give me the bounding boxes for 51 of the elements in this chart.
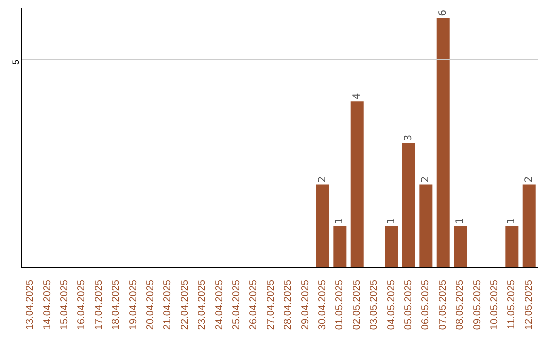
data-label: 4 [352,93,363,100]
x-tick-label: 13.04.2025 [25,280,36,330]
x-tick-label: 26.04.2025 [248,280,260,330]
x-tick-label: 30.04.2025 [318,280,328,330]
bar [385,226,398,268]
bar [402,143,416,268]
x-tick-label: 16.04.2025 [76,280,88,330]
data-label: 2 [420,176,432,183]
bar [436,18,450,268]
x-tick-label: 24.04.2025 [214,280,226,330]
data-label: 1 [455,218,466,224]
data-label: 2 [524,176,535,183]
bar [454,226,468,268]
x-tick-label: 04.05.2025 [386,280,398,330]
data-label: 3 [403,134,414,142]
bar [522,184,536,268]
x-tick-label: 28.04.2025 [283,280,294,330]
x-tick-label: 22.04.2025 [180,280,191,330]
bar [316,184,330,268]
x-tick-label: 05.05.2025 [404,280,414,330]
x-tick-label: 21.04.2025 [162,280,174,330]
x-tick-label: 23.04.2025 [197,280,208,330]
data-label: 6 [438,10,449,16]
x-tick-label: 03.05.2025 [369,280,380,330]
x-tick-label: 20.04.2025 [146,280,156,330]
x-tick-label: 14.04.2025 [42,280,54,330]
data-label: 2 [317,176,328,183]
x-tick-label: 25.04.2025 [232,280,242,330]
bar [420,184,433,268]
ref-line-label: 5 [11,60,22,66]
data-label: 1 [386,218,398,224]
x-tick-label: 10.05.2025 [490,280,500,330]
data-label: 1 [334,218,346,224]
bar [334,226,347,268]
x-tick-label: 12.05.2025 [524,280,535,330]
bar [506,226,519,268]
x-tick-label: 15.04.2025 [60,280,70,330]
x-tick-label: 29.04.2025 [300,280,312,330]
x-tick-label: 01.05.2025 [334,280,346,330]
x-tick-label: 18.04.2025 [111,280,122,330]
bar [350,102,364,268]
x-tick-label: 17.04.2025 [94,280,105,330]
data-label: 1 [506,218,518,224]
x-tick-label: 08.05.2025 [455,280,466,330]
x-tick-label: 09.05.2025 [472,280,484,330]
x-tick-label: 07.05.2025 [438,280,449,330]
x-tick-label: 06.05.2025 [420,280,432,330]
x-tick-label: 19.04.2025 [128,280,140,330]
x-tick-label: 02.05.2025 [352,280,363,330]
x-tick-label: 11.05.2025 [506,280,518,330]
x-tick-label: 27.04.2025 [266,280,277,330]
